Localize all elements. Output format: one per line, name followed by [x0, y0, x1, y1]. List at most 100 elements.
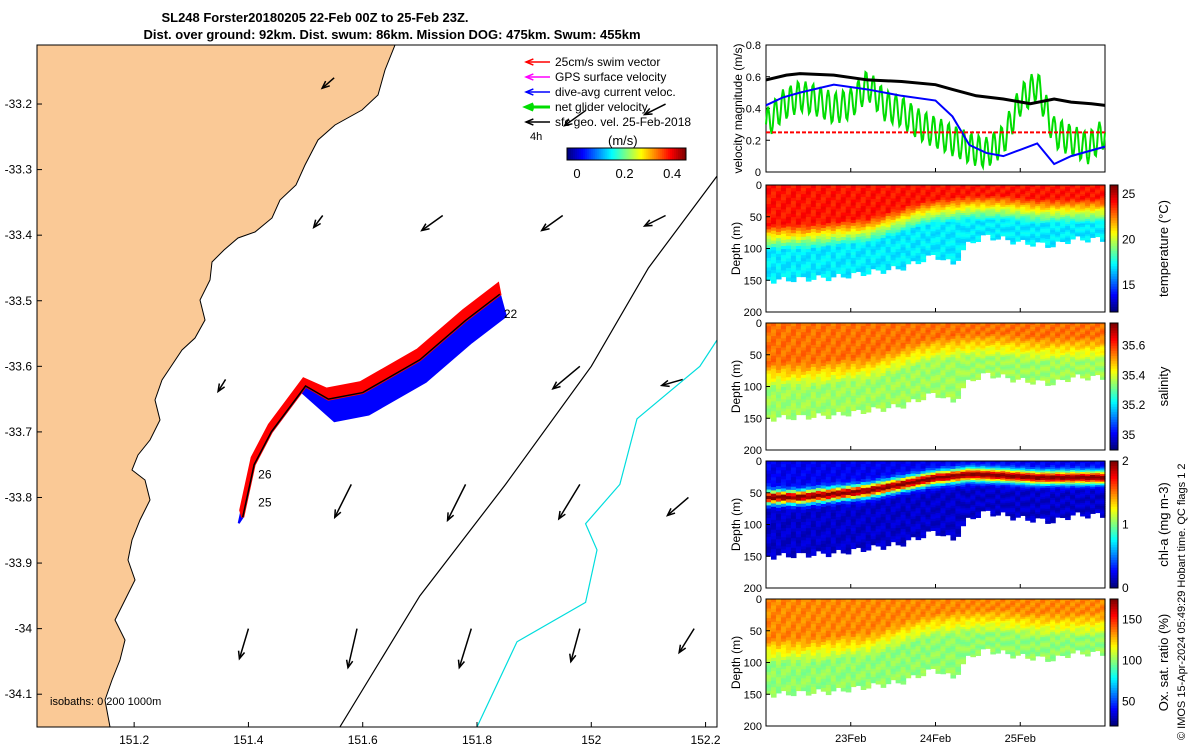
section-colorbar — [1109, 598, 1119, 727]
legend-swatch — [524, 58, 550, 66]
map-y-tick-label: -33.6 — [5, 359, 33, 373]
map-y-tick-label: -34 — [15, 622, 33, 636]
geo-velocity-vector — [217, 379, 227, 394]
map-y-tick-label: -33.3 — [5, 163, 33, 177]
title-line1: SL248 Forster20180205 22-Feb 00Z to 25-F… — [161, 10, 468, 25]
depth-axis-label: Depth (m) — [729, 360, 743, 413]
land-mass — [37, 45, 396, 727]
section-colorbar — [1109, 460, 1119, 589]
isobaths-label: isobaths: 0 200 1000m — [50, 696, 161, 708]
side-note: © IMOS 15-Apr-2024 05:49:29 Hobart time.… — [1176, 463, 1188, 740]
colorbar-tick-label: 1 — [1122, 518, 1129, 532]
vel-ylabel: velocity magnitude (m/s) — [731, 43, 745, 173]
colorbar-label: chl-a (mg m-3) — [1156, 482, 1171, 567]
section-panel: 0 50 100 150 200 Depth (m) 50 100 150 Ox. sat. ra… — [729, 594, 1171, 733]
map-x-tick-label: 151.8 — [462, 733, 492, 747]
depth-tick-label: 0 — [756, 180, 762, 192]
day-label: 22 — [504, 307, 518, 321]
geo-velocity-vector — [333, 484, 352, 520]
time-tick-label: 23Feb — [835, 733, 866, 745]
colorbar-tick-label: 25 — [1122, 187, 1136, 201]
depth-tick-label: 200 — [744, 445, 762, 457]
geo-velocity-vector — [446, 484, 467, 523]
legend-label: sfc geo. vel. 25-Feb-2018 — [555, 115, 691, 129]
colorbar-tick-label: 35.2 — [1122, 398, 1146, 412]
speed-colorbar: 0 0.2 0.4 — [566, 147, 687, 181]
legend-label: dive-avg current veloc. — [555, 85, 676, 99]
colorbar-tick-label: 35 — [1122, 428, 1136, 442]
colorbar-tick-label: 35.6 — [1122, 338, 1146, 352]
colorbar-tick-label: 2 — [1122, 454, 1129, 468]
map-panel: 22 26 25 151.2 151.4 151.6 151.8 152 152.2 -33.… — [5, 44, 721, 747]
geo-velocity-vector — [642, 214, 666, 227]
section-panel: 0 50 100 150 200 Depth (m) 35 35.2 35.4 35.6 salin… — [729, 318, 1171, 457]
depth-tick-label: 200 — [744, 307, 762, 319]
day-label: 26 — [258, 468, 272, 482]
section-panel: 0 50 100 150 200 Depth (m) 0 1 2 chl-a (mg m-3) — [729, 454, 1171, 595]
map-x-tick-label: 151.2 — [119, 733, 149, 747]
colorbar-tick-label: 100 — [1122, 653, 1142, 667]
map-y-tick-label: -33.8 — [5, 490, 33, 504]
colorbar-tick-label: 0 — [573, 166, 580, 181]
section-colorbar — [1109, 322, 1119, 451]
geo-velocity-vector — [312, 215, 324, 230]
depth-tick-label: 0 — [756, 318, 762, 330]
legend-label: net glider velocity — [555, 100, 648, 114]
depth-tick-label: 200 — [744, 721, 762, 733]
geo-velocity-vector — [563, 109, 587, 127]
colorbar-tick-label: 50 — [1122, 694, 1136, 708]
colorbar-label: Ox. sat. ratio (%) — [1156, 614, 1171, 712]
depth-tick-label: 100 — [744, 658, 762, 670]
isobath-1000m — [476, 339, 717, 727]
geo-velocity-vector — [557, 483, 581, 521]
colorbar-label: salinity — [1156, 366, 1171, 406]
legend-swatch — [524, 118, 550, 126]
legend-swatch — [524, 88, 550, 96]
colorbar-tick-label: 150 — [1122, 612, 1142, 626]
depth-tick-label: 0 — [756, 456, 762, 468]
map-x-tick-label: 152.2 — [691, 733, 721, 747]
map-y-tick-label: -33.9 — [5, 556, 33, 570]
depth-axis-label: Depth (m) — [729, 636, 743, 689]
depth-tick-label: 150 — [744, 413, 762, 425]
geo-velocity-vector — [320, 77, 335, 90]
depth-tick-label: 50 — [750, 350, 762, 362]
colorbar-tick-label: 35.4 — [1122, 368, 1146, 382]
day-label: 25 — [258, 496, 272, 510]
section-panel: 0 50 100 150 200 Depth (m) 15 20 25 temperature (… — [729, 180, 1171, 319]
geo-velocity-vector — [345, 628, 358, 670]
vel-y-tick-label: 0.8 — [746, 40, 761, 52]
depth-tick-label: 0 — [756, 594, 762, 606]
time-tick-label: 25Feb — [1005, 733, 1036, 745]
vel-y-tick-label: 0 — [755, 167, 761, 179]
map-x-tick-label: 152 — [581, 733, 601, 747]
colorbar-unit: (m/s) — [608, 133, 638, 148]
geo-velocity-vector — [642, 103, 666, 116]
colorbar-tick-label: 15 — [1122, 278, 1136, 292]
legend-label: 25cm/s swim vector — [555, 55, 660, 69]
velocity-axes — [765, 44, 1106, 173]
geo-velocity-vector — [457, 628, 473, 670]
vel-y-tick-label: 0.2 — [746, 135, 761, 147]
legend-swatch — [524, 73, 550, 81]
isobath-200m — [339, 175, 717, 727]
map-x-tick-label: 151.6 — [348, 733, 378, 747]
geo-velocity-vector — [540, 214, 564, 232]
vel-y-tick-label: 0.4 — [746, 104, 761, 116]
depth-tick-label: 50 — [750, 488, 762, 500]
vel-y-tick-label: 0.6 — [746, 72, 761, 84]
depth-tick-label: 200 — [744, 583, 762, 595]
depth-tick-label: 50 — [750, 212, 762, 224]
depth-tick-label: 50 — [750, 626, 762, 638]
colorbar-frame — [566, 147, 687, 161]
depth-tick-label: 100 — [744, 520, 762, 532]
colorbar-tick-label: 0.4 — [663, 166, 681, 181]
time-tick-label: 24Feb — [920, 733, 951, 745]
colorbar-label: temperature (°C) — [1156, 200, 1171, 297]
glider-track — [241, 293, 501, 518]
geo-velocity-vector — [665, 496, 689, 517]
depth-axis-label: Depth (m) — [729, 222, 743, 275]
depth-tick-label: 100 — [744, 382, 762, 394]
